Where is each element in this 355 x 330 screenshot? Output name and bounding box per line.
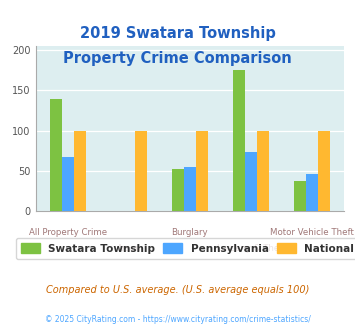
Legend: Swatara Township, Pennsylvania, National: Swatara Township, Pennsylvania, National	[16, 238, 355, 259]
Bar	[50, 99, 62, 211]
Text: Burglary: Burglary	[171, 228, 208, 237]
Bar	[184, 167, 196, 211]
Text: 2019 Swatara Township: 2019 Swatara Township	[80, 26, 275, 41]
Bar	[74, 131, 86, 211]
Text: © 2025 CityRating.com - https://www.cityrating.com/crime-statistics/: © 2025 CityRating.com - https://www.city…	[45, 315, 310, 324]
Bar	[135, 131, 147, 211]
Text: Larceny & Theft: Larceny & Theft	[217, 244, 285, 253]
Bar	[196, 131, 208, 211]
Text: Motor Vehicle Theft: Motor Vehicle Theft	[270, 228, 354, 237]
Bar	[294, 182, 306, 211]
Text: Compared to U.S. average. (U.S. average equals 100): Compared to U.S. average. (U.S. average …	[46, 285, 309, 295]
Text: Property Crime Comparison: Property Crime Comparison	[63, 51, 292, 66]
Text: All Property Crime: All Property Crime	[29, 228, 107, 237]
Bar	[306, 174, 318, 211]
Text: Arson: Arson	[116, 244, 141, 253]
Bar	[318, 131, 330, 211]
Bar	[245, 152, 257, 211]
Bar	[233, 70, 245, 211]
Bar	[257, 131, 269, 211]
Bar	[171, 169, 184, 211]
Bar	[62, 157, 74, 211]
